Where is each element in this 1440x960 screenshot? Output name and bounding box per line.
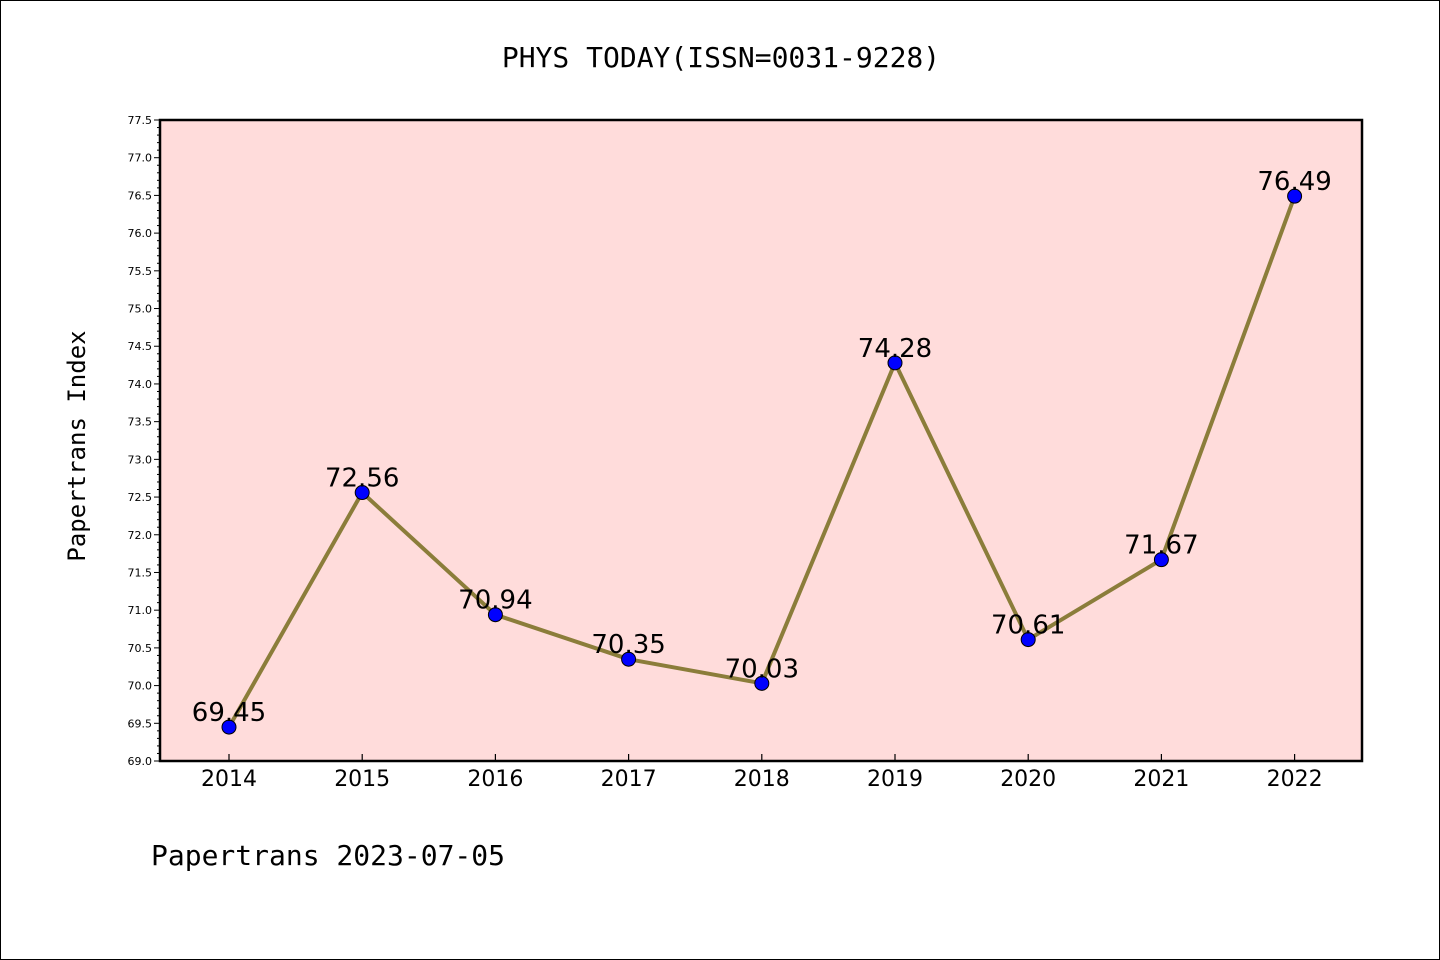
data-point [1287,188,1303,204]
y-tick-label: 69.5 [128,717,153,730]
plot-area [158,118,1364,763]
y-tick-label: 77.5 [128,114,153,127]
data-point [1020,632,1036,648]
x-tick-label: 2022 [1267,767,1323,792]
y-tick-label: 71.0 [128,604,153,617]
y-tick-label: 74.0 [128,378,153,391]
y-tick-label: 75.5 [128,265,153,278]
data-label: 70.61 [991,611,1065,641]
y-tick-label: 74.5 [128,340,153,353]
y-tick-label: 76.0 [128,227,153,240]
y-tick-label: 69.0 [128,755,153,768]
data-point [487,607,503,623]
y-tick-label: 72.5 [128,491,153,504]
y-tick-label: 70.5 [128,642,153,655]
y-axis: 69.0 69.5 70.0 70.5 71.0 71.5 72.0 72.5 73.0 73.5… [128,114,160,768]
data-point [887,355,903,371]
y-tick-label: 73.0 [128,453,153,466]
x-tick-label: 2016 [467,767,523,792]
data-label: 71.67 [1124,531,1198,561]
x-tick-label: 2014 [201,767,257,792]
data-labels: 69.45 72.56 70.94 70.35 70.03 74.28 70.61 71.67… [192,167,1332,728]
data-point [221,719,237,735]
y-tick-label: 77.0 [128,152,153,165]
x-tick-label: 2019 [867,767,923,792]
y-tick-label: 76.5 [128,189,153,202]
data-label: 70.03 [725,654,799,684]
y-axis-label: Papertrans Index [63,330,91,561]
y-tick-label: 73.5 [128,416,153,429]
y-tick-label: 71.5 [128,566,153,579]
data-label: 70.35 [591,630,665,660]
footer-credit: Papertrans 2023-07-05 [151,839,505,872]
x-axis: 2014 2015 2016 2017 2018 2019 2020 2021 2022 [201,754,1323,792]
data-label: 72.56 [325,464,399,494]
x-tick-label: 2021 [1133,767,1189,792]
y-tick-label: 70.0 [128,680,153,693]
x-tick-label: 2017 [601,767,657,792]
data-point [354,485,370,501]
x-tick-label: 2018 [734,767,790,792]
x-tick-label: 2020 [1000,767,1056,792]
x-tick-label: 2015 [334,767,390,792]
y-tick-label: 75.0 [128,303,153,316]
y-tick-label: 72.0 [128,529,153,542]
data-point [621,651,637,667]
data-label: 76.49 [1257,167,1331,197]
series-group [221,188,1303,735]
data-point [1153,552,1169,568]
chart-title: PHYS TODAY(ISSN=0031-9228) [502,41,940,74]
data-point [754,675,770,691]
data-label: 74.28 [858,334,932,364]
data-label: 70.94 [458,586,532,616]
data-label: 69.45 [192,698,266,728]
